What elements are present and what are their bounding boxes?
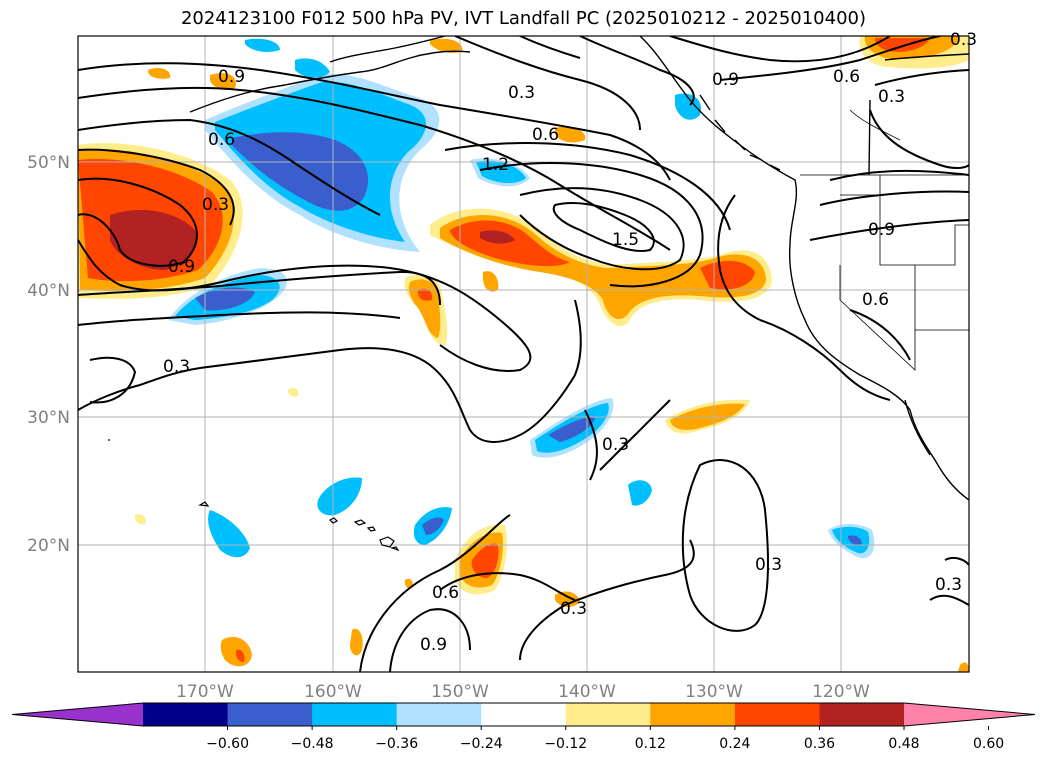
y-tick-label: 20°N [27, 536, 70, 556]
map-title: 2024123100 F012 500 hPa PV, IVT Landfall… [180, 8, 867, 29]
contour-label: 0.6 [208, 130, 235, 150]
contour-label: 0.9 [218, 67, 245, 87]
x-tick-label: 120°W [812, 682, 870, 702]
gridlines [78, 36, 969, 672]
colorbar-tick-label: 0.24 [719, 736, 750, 752]
contour-label: 0.3 [755, 555, 782, 575]
x-tick-label: 160°W [304, 682, 362, 702]
colorbar-tick-label: 0.48 [888, 736, 919, 752]
colorbar-tick-label: −0.48 [291, 736, 334, 752]
x-tick-label: 150°W [431, 682, 489, 702]
colorbar-extend-high [904, 703, 1035, 726]
colorbar-swatch [481, 703, 567, 726]
contour-label: 0.9 [868, 220, 895, 240]
contour-label: 0.6 [862, 290, 889, 310]
contour-label: 0.6 [432, 583, 459, 603]
colorbar-swatch [227, 703, 313, 726]
hawaii-islands [108, 439, 400, 552]
contour-label: 0.6 [833, 67, 860, 87]
contour-label: 0.3 [163, 357, 190, 377]
contour-label: 0.3 [878, 87, 905, 107]
y-tick-label: 40°N [27, 281, 70, 301]
contour-label-group: 0.9 0.3 0.6 0.9 0.6 0.3 0.6 0.3 1.2 1.5 … [163, 30, 977, 655]
x-tick-label: 170°W [176, 682, 234, 702]
contour-label: 0.6 [532, 125, 559, 145]
colorbar-extend-low [12, 703, 143, 726]
x-tick-label: 130°W [685, 682, 743, 702]
colorbar: −0.60 −0.48 −0.36 −0.24 −0.12 0.12 0.24 0.36 0.4… [11, 702, 1036, 752]
contour-label: 0.9 [712, 70, 739, 90]
colorbar-tick-label: −0.60 [206, 736, 249, 752]
colorbar-tick-label: −0.36 [375, 736, 418, 752]
colorbar-tick-label: −0.24 [460, 736, 503, 752]
x-tick-label: 140°W [558, 682, 616, 702]
colorbar-swatch [143, 703, 229, 726]
y-tick-label: 30°N [27, 408, 70, 428]
contour-label: 0.3 [202, 195, 229, 215]
colorbar-swatch [396, 703, 482, 726]
colorbar-tick-label: 0.12 [635, 736, 666, 752]
colorbar-tick-label: −0.12 [544, 736, 587, 752]
plot-frame [77, 35, 970, 673]
y-tick-label: 50°N [27, 153, 70, 173]
x-axis-labels: 170°W 160°W 150°W 140°W 130°W 120°W [176, 682, 870, 702]
coastlines [189, 36, 969, 501]
contour-label: 0.9 [168, 257, 195, 277]
colorbar-swatch [312, 703, 398, 726]
colorbar-swatch [565, 703, 651, 726]
contour-label: 0.9 [420, 635, 447, 655]
colorbar-tick-label: 0.36 [804, 736, 835, 752]
colorbar-swatch [819, 703, 905, 726]
colorbar-tick-label: 0.60 [973, 736, 1004, 752]
contour-label: 1.2 [482, 155, 509, 175]
colorbar-outline [11, 702, 1036, 727]
contour-label: 0.3 [508, 83, 535, 103]
contour-label: 0.3 [602, 435, 629, 455]
contour-label: 0.3 [560, 599, 587, 619]
contour-label: 0.3 [950, 30, 977, 50]
colorbar-swatch [734, 703, 820, 726]
contour-lines [78, 36, 969, 672]
y-axis-labels: 50°N 40°N 30°N 20°N [27, 153, 70, 556]
colorbar-swatch [650, 703, 736, 726]
contour-label: 0.3 [935, 575, 962, 595]
contour-label: 1.5 [612, 230, 639, 250]
